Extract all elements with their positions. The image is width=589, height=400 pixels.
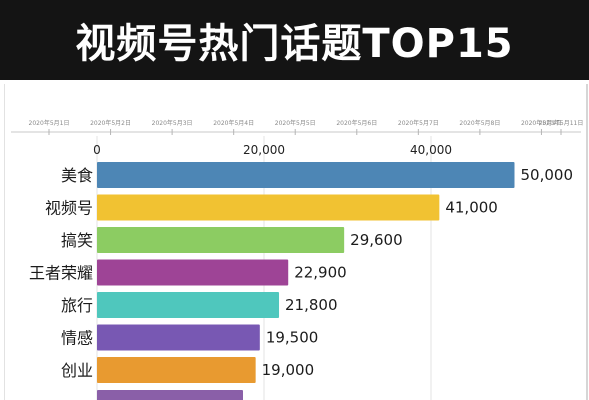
timeline-date-label: 2020年5月6日	[336, 119, 377, 127]
bar	[97, 324, 260, 351]
title-bar: 视频号热门话题TOP15	[0, 0, 589, 80]
value-label: 21,800	[285, 296, 338, 314]
timeline-date-label: 2020年5月9日	[521, 119, 562, 127]
value-label: 19,500	[266, 329, 319, 347]
value-label: 41,000	[445, 199, 498, 217]
bar	[97, 227, 345, 253]
bar	[97, 162, 515, 188]
x-tick-label: 40,000	[410, 143, 452, 157]
timeline-date-label: 2020年5月2日	[90, 119, 131, 127]
value-label: 50,000	[521, 166, 574, 184]
category-label: 美食	[61, 166, 93, 185]
cropped-bar	[97, 390, 243, 400]
bar-chart: 2020年5月1日 2020年5月2日 2020年5月3日 2020年5月4日 2020…	[11, 119, 584, 400]
value-label: 29,600	[350, 231, 403, 249]
timeline-date-label: 2020年5月1日	[29, 119, 70, 127]
bar	[97, 292, 280, 318]
bar	[97, 357, 256, 383]
timeline-date-label: 2020年5月11日	[539, 119, 584, 127]
category-label: 旅行	[61, 296, 93, 315]
category-label: 创业	[61, 361, 93, 380]
value-label: 19,000	[262, 361, 315, 379]
x-tick-label: 0	[93, 143, 101, 157]
timeline-date-label: 2020年5月3日	[152, 119, 193, 127]
bar	[97, 194, 440, 221]
timeline-date-label: 2020年5月7日	[398, 119, 439, 127]
chart-title: 视频号热门话题TOP15	[75, 21, 514, 67]
category-label: 王者荣耀	[29, 264, 93, 283]
x-tick-label: 20,000	[243, 143, 285, 157]
category-label: 视频号	[45, 199, 93, 218]
category-label: 搞笑	[61, 231, 93, 250]
timeline-date-label: 2020年5月5日	[275, 119, 316, 127]
timeline-date-label: 2020年5月4日	[213, 119, 254, 127]
category-label: 情感	[61, 329, 93, 348]
value-label: 22,900	[294, 264, 347, 282]
chart-frame: 2020年5月1日 2020年5月2日 2020年5月3日 2020年5月4日 2020…	[4, 84, 588, 400]
bar	[97, 259, 289, 286]
timeline-date-label: 2020年5月8日	[459, 119, 500, 127]
